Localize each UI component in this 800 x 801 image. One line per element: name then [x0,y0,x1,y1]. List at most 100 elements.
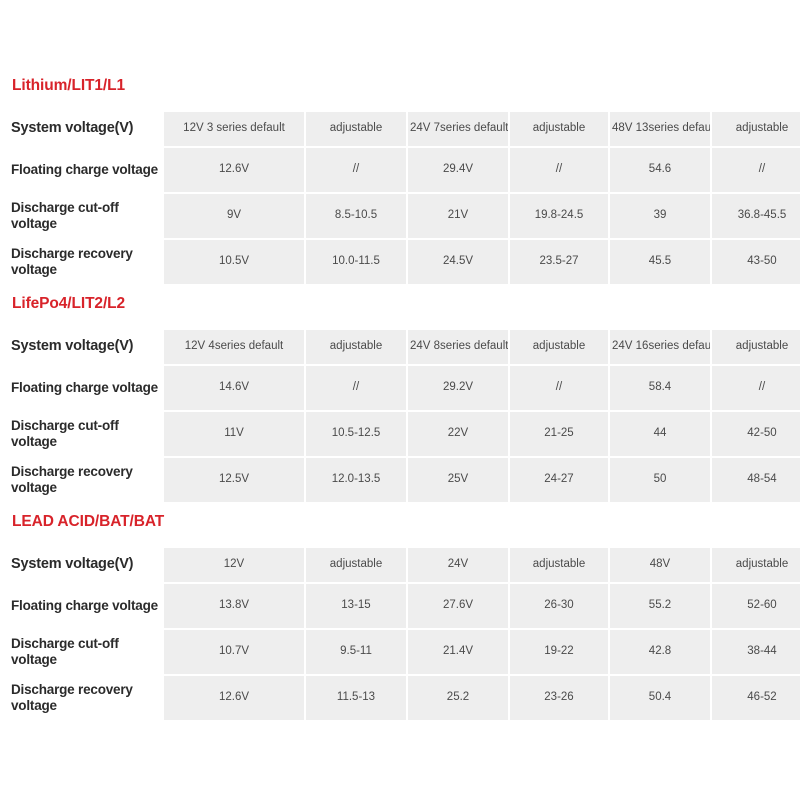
cell: 24V [408,547,508,582]
cell: 10.0-11.5 [306,239,406,284]
cell: 10.7V [164,629,304,674]
table-row: Discharge cut-off voltage 11V 10.5-12.5 … [2,411,800,456]
cell: 29.4V [408,147,508,192]
spec-table-lithium: System voltage(V) 12V 3 series default a… [0,109,800,286]
cell: 24-27 [510,457,608,502]
cell: 38-44 [712,629,800,674]
spec-table-lead-acid: System voltage(V) 12V adjustable 24V adj… [0,545,800,722]
row-label-system-voltage: System voltage(V) [2,111,162,146]
cell: 22V [408,411,508,456]
cell: 29.2V [408,365,508,410]
cell: 24V 8series default [408,329,508,364]
cell: 11V [164,411,304,456]
spec-table-lifepo4: System voltage(V) 12V 4series default ad… [0,327,800,504]
cell: // [510,365,608,410]
table-wrapper-lead-acid: System voltage(V) 12V adjustable 24V adj… [0,545,800,722]
cell: adjustable [306,329,406,364]
section-title-lifepo4: LifePo4/LIT2/L2 [12,295,126,312]
row-label-discharge-recovery: Discharge recovery voltage [2,239,162,284]
cell: 50.4 [610,675,710,720]
cell: 14.6V [164,365,304,410]
table-wrapper-lithium: System voltage(V) 12V 3 series default a… [0,109,800,286]
cell: 46-52 [712,675,800,720]
row-label-system-voltage: System voltage(V) [2,329,162,364]
row-label-discharge-cutoff: Discharge cut-off voltage [2,193,162,238]
cell: 13-15 [306,583,406,628]
section-lithium: Lithium/LIT1/L1 System voltage(V) 12V 3 … [0,78,800,286]
cell: 36.8-45.5 [712,193,800,238]
row-label-discharge-cutoff: Discharge cut-off voltage [2,411,162,456]
row-label-floating-charge: Floating charge voltage [2,365,162,410]
row-label-discharge-recovery: Discharge recovery voltage [2,457,162,502]
cell: 42.8 [610,629,710,674]
cell: 50 [610,457,710,502]
cell: // [712,147,800,192]
cell: 10.5-12.5 [306,411,406,456]
cell: 12.5V [164,457,304,502]
section-title-lithium: Lithium/LIT1/L1 [12,77,126,94]
cell: 44 [610,411,710,456]
cell: adjustable [712,547,800,582]
cell: 19.8-24.5 [510,193,608,238]
table-row: Floating charge voltage 13.8V 13-15 27.6… [2,583,800,628]
table-row: Discharge recovery voltage 12.6V 11.5-13… [2,675,800,720]
section-lead-acid: LEAD ACID/BAT/BAT System voltage(V) 12V … [0,514,800,722]
table-row: Floating charge voltage 12.6V // 29.4V /… [2,147,800,192]
cell: 43-50 [712,239,800,284]
cell: 11.5-13 [306,675,406,720]
cell: 23.5-27 [510,239,608,284]
cell: 25V [408,457,508,502]
cell: 12V 4series default [164,329,304,364]
cell: // [306,365,406,410]
table-row: Discharge cut-off voltage 9V 8.5-10.5 21… [2,193,800,238]
cell: 21V [408,193,508,238]
cell: 12.6V [164,675,304,720]
row-label-discharge-cutoff: Discharge cut-off voltage [2,629,162,674]
cell: // [712,365,800,410]
cell: 21-25 [510,411,608,456]
table-row: Floating charge voltage 14.6V // 29.2V /… [2,365,800,410]
cell: adjustable [306,547,406,582]
cell: 10.5V [164,239,304,284]
cell: 23-26 [510,675,608,720]
cell: 48V [610,547,710,582]
cell: 12V 3 series default [164,111,304,146]
cell: adjustable [510,547,608,582]
cell: 13.8V [164,583,304,628]
cell: 55.2 [610,583,710,628]
row-label-discharge-recovery: Discharge recovery voltage [2,675,162,720]
cell: 9V [164,193,304,238]
cell: 26-30 [510,583,608,628]
cell: 21.4V [408,629,508,674]
cell: 48V 13series default [610,111,710,146]
table-row: System voltage(V) 12V 3 series default a… [2,111,800,146]
cell: adjustable [306,111,406,146]
cell: 54.6 [610,147,710,192]
cell: 9.5-11 [306,629,406,674]
row-label-floating-charge: Floating charge voltage [2,147,162,192]
table-wrapper-lifepo4: System voltage(V) 12V 4series default ad… [0,327,800,504]
cell: adjustable [510,111,608,146]
cell: 27.6V [408,583,508,628]
table-row: Discharge recovery voltage 10.5V 10.0-11… [2,239,800,284]
cell: adjustable [510,329,608,364]
table-row: Discharge cut-off voltage 10.7V 9.5-11 2… [2,629,800,674]
cell: // [510,147,608,192]
cell: 19-22 [510,629,608,674]
cell: 24V 16series default [610,329,710,364]
section-lifepo4: LifePo4/LIT2/L2 System voltage(V) 12V 4s… [0,296,800,504]
cell: 12.0-13.5 [306,457,406,502]
cell: 58.4 [610,365,710,410]
cell: 48-54 [712,457,800,502]
table-row: System voltage(V) 12V 4series default ad… [2,329,800,364]
cell: 24.5V [408,239,508,284]
cell: 24V 7series default [408,111,508,146]
cell: 52-60 [712,583,800,628]
section-title-lead-acid: LEAD ACID/BAT/BAT [12,513,165,530]
cell: 39 [610,193,710,238]
cell: 25.2 [408,675,508,720]
table-row: Discharge recovery voltage 12.5V 12.0-13… [2,457,800,502]
cell: // [306,147,406,192]
cell: adjustable [712,111,800,146]
